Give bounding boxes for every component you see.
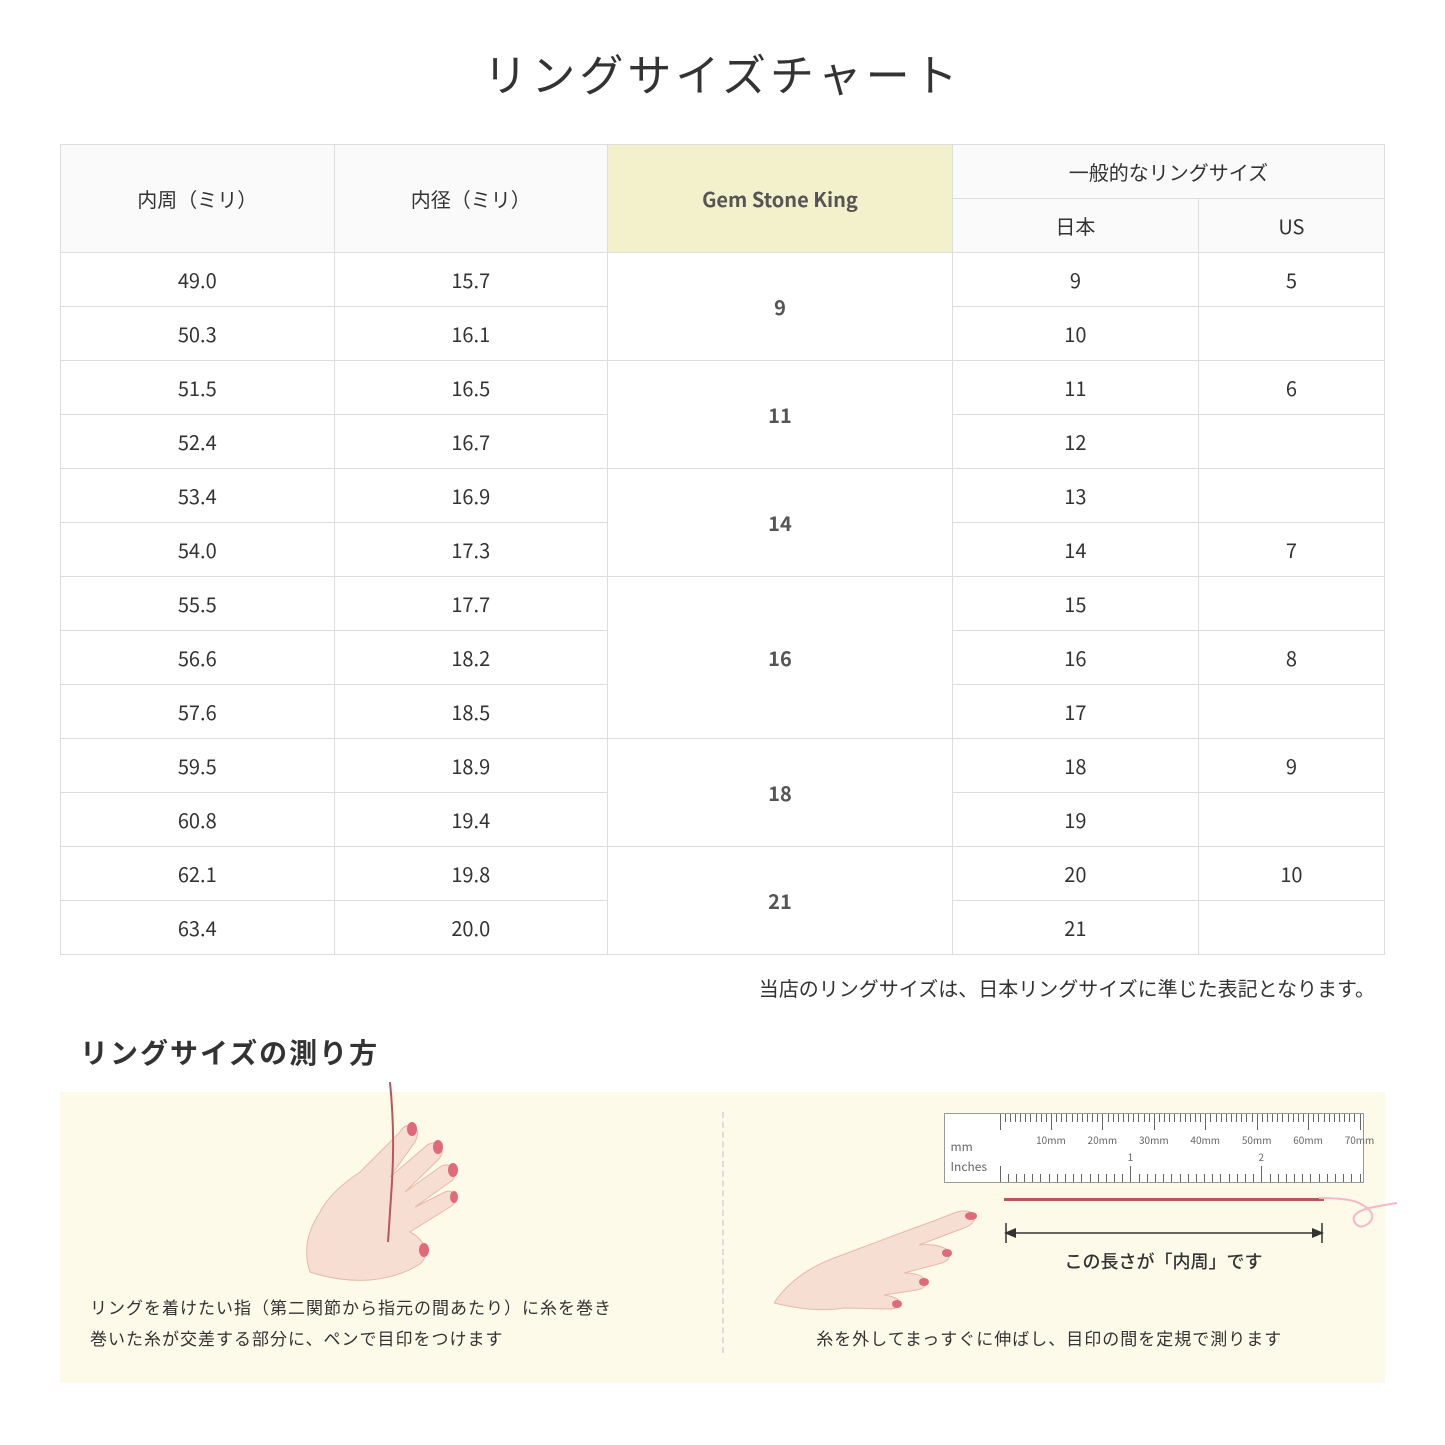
thread-icon	[380, 1082, 460, 1282]
td-us	[1198, 793, 1384, 847]
th-diameter: 内径（ミリ）	[334, 145, 608, 253]
td-circumference: 60.8	[61, 793, 335, 847]
td-circumference: 63.4	[61, 901, 335, 955]
td-diameter: 16.5	[334, 361, 608, 415]
td-circumference: 54.0	[61, 523, 335, 577]
td-circumference: 56.6	[61, 631, 335, 685]
td-japan: 12	[952, 415, 1198, 469]
td-circumference: 52.4	[61, 415, 335, 469]
td-japan: 21	[952, 901, 1198, 955]
td-gsk: 11	[608, 361, 953, 469]
instruction-text-2: 糸を外してまっすぐに伸ばし、目印の間を定規で測ります	[744, 1323, 1356, 1354]
td-diameter: 17.7	[334, 577, 608, 631]
thread-curl-icon	[1319, 1183, 1399, 1233]
td-diameter: 19.4	[334, 793, 608, 847]
td-japan: 16	[952, 631, 1198, 685]
hand-right-icon	[774, 1203, 994, 1323]
page-title: リングサイズチャート	[60, 40, 1385, 104]
table-row: 49.015.7995	[61, 253, 1385, 307]
td-japan: 17	[952, 685, 1198, 739]
td-circumference: 50.3	[61, 307, 335, 361]
instruction-step-1: リングを着けたい指（第二関節から指元の間あたり）に糸を巻き巻いた糸が交差する部分…	[90, 1112, 702, 1353]
td-japan: 19	[952, 793, 1198, 847]
instruction-divider	[722, 1112, 724, 1353]
td-gsk: 21	[608, 847, 953, 955]
ruler-in-label: Inches	[951, 1158, 988, 1175]
td-us	[1198, 685, 1384, 739]
td-us	[1198, 415, 1384, 469]
td-us: 6	[1198, 361, 1384, 415]
td-us: 9	[1198, 739, 1384, 793]
td-diameter: 20.0	[334, 901, 608, 955]
instructions-title: リングサイズの測り方	[80, 1032, 1385, 1072]
td-us	[1198, 901, 1384, 955]
td-us: 8	[1198, 631, 1384, 685]
instruction-text-1: リングを着けたい指（第二関節から指元の間あたり）に糸を巻き巻いた糸が交差する部分…	[90, 1292, 702, 1353]
td-japan: 11	[952, 361, 1198, 415]
td-japan: 15	[952, 577, 1198, 631]
th-general-group: 一般的なリングサイズ	[952, 145, 1384, 199]
td-japan: 20	[952, 847, 1198, 901]
td-us	[1198, 577, 1384, 631]
th-japan: 日本	[952, 199, 1198, 253]
td-diameter: 18.2	[334, 631, 608, 685]
table-row: 53.416.91413	[61, 469, 1385, 523]
td-diameter: 19.8	[334, 847, 608, 901]
table-row: 51.516.511116	[61, 361, 1385, 415]
td-japan: 10	[952, 307, 1198, 361]
td-japan: 14	[952, 523, 1198, 577]
td-circumference: 59.5	[61, 739, 335, 793]
td-us: 7	[1198, 523, 1384, 577]
th-circumference: 内周（ミリ）	[61, 145, 335, 253]
td-gsk: 18	[608, 739, 953, 847]
td-circumference: 49.0	[61, 253, 335, 307]
dimension-label: この長さが「内周」です	[1004, 1248, 1324, 1274]
td-diameter: 17.3	[334, 523, 608, 577]
td-japan: 18	[952, 739, 1198, 793]
td-circumference: 57.6	[61, 685, 335, 739]
td-diameter: 18.5	[334, 685, 608, 739]
instructions-panel: リングを着けたい指（第二関節から指元の間あたり）に糸を巻き巻いた糸が交差する部分…	[60, 1092, 1385, 1383]
table-row: 62.119.8212010	[61, 847, 1385, 901]
instruction-step-2: mm Inches 10mm20mm30mm40mm50mm60mm70mm 1…	[744, 1112, 1356, 1353]
ruler-graphic: mm Inches 10mm20mm30mm40mm50mm60mm70mm 1…	[744, 1123, 1356, 1303]
hand-wrap-graphic	[90, 1112, 702, 1272]
td-us	[1198, 307, 1384, 361]
td-diameter: 15.7	[334, 253, 608, 307]
td-diameter: 16.7	[334, 415, 608, 469]
td-diameter: 18.9	[334, 739, 608, 793]
td-japan: 9	[952, 253, 1198, 307]
table-note: 当店のリングサイズは、日本リングサイズに準じた表記となります。	[60, 973, 1385, 1002]
td-circumference: 51.5	[61, 361, 335, 415]
table-row: 55.517.71615	[61, 577, 1385, 631]
td-circumference: 53.4	[61, 469, 335, 523]
td-us: 5	[1198, 253, 1384, 307]
th-us: US	[1198, 199, 1384, 253]
td-us: 10	[1198, 847, 1384, 901]
td-gsk: 9	[608, 253, 953, 361]
table-row: 59.518.918189	[61, 739, 1385, 793]
ruler-icon: mm Inches 10mm20mm30mm40mm50mm60mm70mm 1…	[944, 1113, 1364, 1183]
measurement-line	[1004, 1198, 1324, 1201]
ring-size-table: 内周（ミリ） 内径（ミリ） Gem Stone King 一般的なリングサイズ …	[60, 144, 1385, 955]
td-gsk: 16	[608, 577, 953, 739]
td-circumference: 62.1	[61, 847, 335, 901]
td-diameter: 16.1	[334, 307, 608, 361]
th-gsk: Gem Stone King	[608, 145, 953, 253]
td-circumference: 55.5	[61, 577, 335, 631]
td-us	[1198, 469, 1384, 523]
td-japan: 13	[952, 469, 1198, 523]
td-diameter: 16.9	[334, 469, 608, 523]
ruler-mm-label: mm	[951, 1138, 973, 1155]
td-gsk: 14	[608, 469, 953, 577]
dimension-arrow-icon	[1004, 1223, 1324, 1243]
